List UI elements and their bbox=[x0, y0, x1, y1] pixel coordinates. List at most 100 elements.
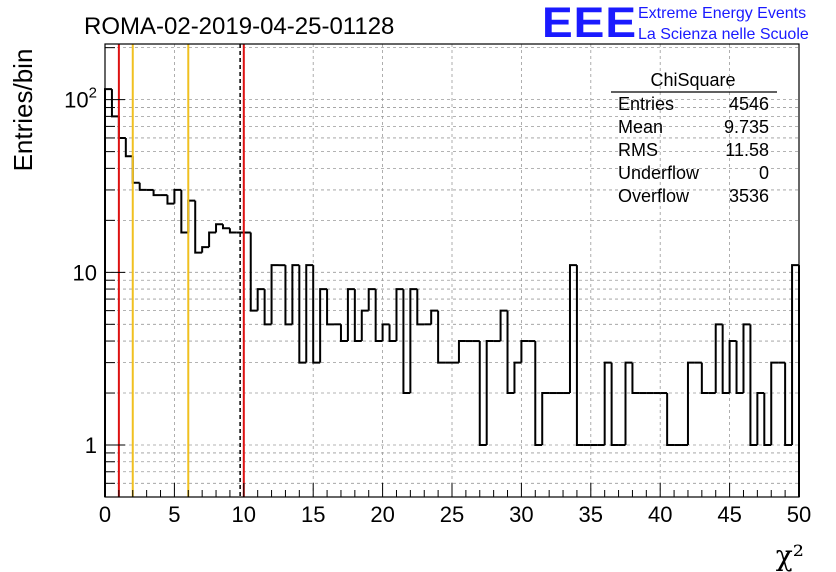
stats-value: 9.735 bbox=[724, 117, 769, 137]
stats-value: 3536 bbox=[729, 186, 769, 206]
histogram-bin bbox=[520, 340, 529, 363]
histogram-bin bbox=[215, 223, 223, 233]
histogram-bin bbox=[263, 289, 272, 326]
histogram-bin bbox=[298, 265, 307, 364]
histogram-bin bbox=[221, 224, 230, 230]
histogram-bin bbox=[666, 393, 675, 447]
histogram-bin bbox=[367, 288, 376, 311]
histogram-bin bbox=[124, 137, 133, 158]
x-tick-label: 5 bbox=[168, 502, 180, 527]
histogram-bin bbox=[631, 362, 640, 395]
histogram-bin bbox=[152, 189, 161, 197]
histogram-bin bbox=[457, 340, 466, 363]
histogram-bin bbox=[194, 200, 203, 254]
x-axis-label: χ² bbox=[776, 539, 804, 572]
histogram-bin bbox=[763, 393, 772, 447]
histogram-bin bbox=[742, 323, 751, 394]
axis-ticks bbox=[104, 47, 800, 498]
grid bbox=[105, 44, 799, 498]
histogram-bin bbox=[256, 288, 265, 311]
chart-title: ROMA-02-2019-04-25-01128 bbox=[84, 13, 394, 40]
histogram-bin bbox=[700, 362, 709, 395]
histogram-bin bbox=[305, 264, 314, 363]
histogram-bin bbox=[784, 362, 793, 447]
x-tick-label: 35 bbox=[579, 502, 603, 527]
x-tick-label: 45 bbox=[717, 502, 741, 527]
histogram-bin bbox=[575, 265, 584, 447]
histogram-bin bbox=[686, 361, 695, 446]
stats-rows: Entries 4546 Mean 9.735 RMS 11.58 Underflow 0 Ov… bbox=[618, 94, 769, 206]
histogram-bin bbox=[360, 309, 369, 342]
logo-line-1: Extreme Energy Events bbox=[638, 5, 807, 22]
x-tick-label: 15 bbox=[301, 502, 325, 527]
histogram-bin bbox=[346, 288, 355, 342]
histogram-bin bbox=[770, 361, 779, 446]
x-tick-label: 0 bbox=[99, 502, 111, 527]
histogram-bin bbox=[506, 310, 515, 395]
stats-label: RMS bbox=[618, 140, 658, 160]
x-tick-label: 30 bbox=[509, 502, 533, 527]
stats-value: 4546 bbox=[729, 94, 769, 114]
histogram-bin bbox=[381, 323, 390, 342]
histogram-bin bbox=[395, 288, 404, 342]
histogram-bin bbox=[437, 310, 446, 364]
histogram-bin bbox=[534, 341, 543, 447]
histogram-bin bbox=[173, 188, 182, 204]
histogram-bin bbox=[735, 341, 744, 395]
y-tick-label: 10 bbox=[73, 260, 97, 285]
histogram-bin bbox=[610, 362, 619, 447]
histogram-bin bbox=[756, 392, 765, 446]
reference-lines bbox=[117, 44, 245, 497]
y-tick-label: 1 bbox=[85, 433, 97, 458]
histogram-bin bbox=[180, 189, 189, 234]
histogram-bin bbox=[749, 324, 758, 447]
histogram-bin bbox=[791, 264, 799, 446]
histogram-bin bbox=[485, 340, 494, 446]
stats-label: Mean bbox=[618, 117, 663, 137]
histogram-bin bbox=[728, 340, 737, 394]
histogram-bin bbox=[138, 182, 147, 191]
histogram-bin bbox=[249, 232, 258, 312]
histogram-bin bbox=[270, 264, 279, 325]
histogram-bin bbox=[228, 228, 237, 234]
logo-line-2: La Scienza nelle Scuole bbox=[638, 26, 809, 43]
stats-label: Underflow bbox=[618, 163, 700, 183]
eee-logo-mark: EEE bbox=[542, 0, 638, 47]
x-tick-label: 40 bbox=[648, 502, 672, 527]
histogram-bin bbox=[541, 392, 550, 446]
histogram-bin bbox=[603, 361, 612, 446]
histogram-bars bbox=[104, 88, 800, 497]
x-tick-label: 20 bbox=[370, 502, 394, 527]
stats-name: ChiSquare bbox=[650, 70, 735, 90]
histogram-bin bbox=[326, 289, 335, 326]
histogram-bin bbox=[284, 265, 293, 326]
y-axis-label: Entries/bin bbox=[8, 49, 38, 172]
tick-labels: 0 5 10 15 20 25 30 35 40 45 50 1 10 102 bbox=[64, 85, 811, 527]
stats-label: Overflow bbox=[618, 186, 690, 206]
histogram-bin bbox=[319, 288, 328, 363]
y-tick-label: 102 bbox=[64, 85, 97, 113]
x-tick-label: 25 bbox=[440, 502, 464, 527]
histogram-bin bbox=[721, 324, 730, 395]
histogram-bin bbox=[430, 309, 439, 325]
histogram-bin bbox=[416, 289, 425, 326]
stats-label: Entries bbox=[618, 94, 674, 114]
stats-value: 0 bbox=[759, 163, 769, 183]
histogram-bin bbox=[312, 265, 321, 364]
x-tick-label: 10 bbox=[232, 502, 256, 527]
histogram-bin bbox=[166, 195, 175, 205]
histogram-bin bbox=[499, 309, 508, 342]
histogram-bin bbox=[714, 323, 723, 394]
histogram-bin bbox=[513, 361, 522, 394]
stats-value: 11.58 bbox=[725, 140, 769, 160]
histogram-bin bbox=[374, 289, 383, 343]
histogram-bin bbox=[409, 288, 418, 394]
histogram-bin bbox=[568, 264, 577, 394]
histogram-bin bbox=[353, 289, 362, 343]
histogram-bin bbox=[291, 264, 300, 325]
histogram-bin bbox=[339, 324, 348, 343]
x-tick-label: 50 bbox=[787, 502, 811, 527]
stats-box: ChiSquare Entries 4546 Mean 9.735 RMS 11.58 Un… bbox=[611, 70, 777, 206]
